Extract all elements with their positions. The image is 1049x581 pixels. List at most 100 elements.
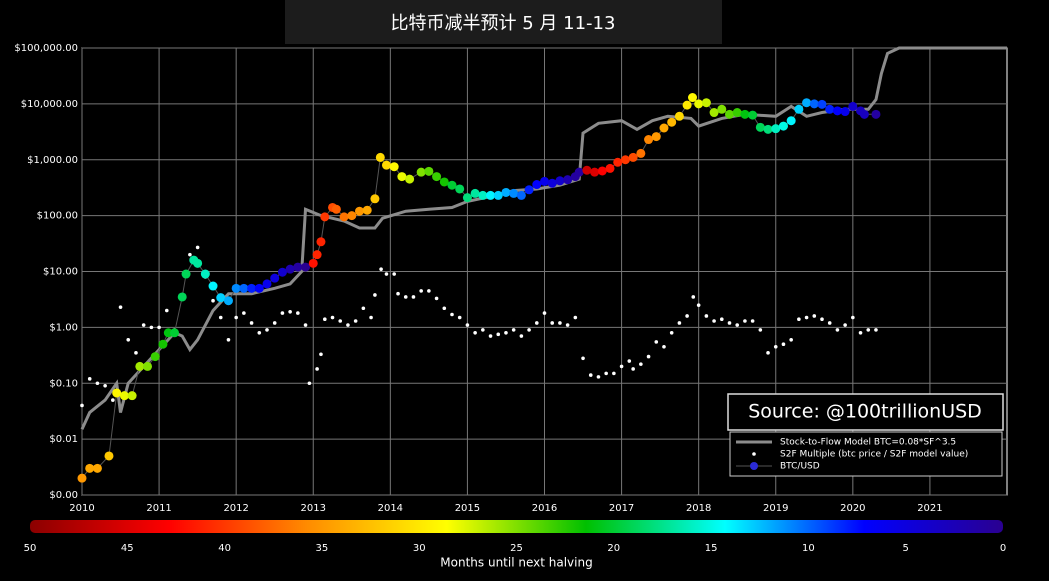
x-tick-label: 2019: [763, 503, 788, 514]
multiple-dot: [226, 337, 231, 342]
price-dot: [574, 167, 584, 177]
y-tick-label: $10.00: [43, 267, 78, 278]
multiple-dot: [272, 321, 277, 325]
multiple-dot: [164, 308, 169, 313]
price-dot: [347, 211, 357, 221]
price-dot: [478, 190, 488, 200]
price-dot: [77, 473, 87, 483]
multiple-dot: [519, 334, 524, 338]
multiple-dot: [773, 344, 778, 349]
legend-swatch: [752, 452, 756, 456]
model-line: [80, 46, 1007, 430]
price-dot: [312, 250, 322, 260]
multiple-dot: [434, 296, 439, 301]
price-dot: [301, 262, 311, 272]
colorbar-tick-label: 30: [413, 543, 426, 554]
x-tick-label: 2010: [69, 503, 94, 514]
price-dot: [651, 132, 661, 142]
price-dot: [540, 176, 549, 186]
multiple-dot: [527, 328, 531, 332]
price-dot: [397, 172, 407, 182]
multiple-dot: [411, 295, 416, 299]
x-tick-label: 2014: [378, 503, 403, 514]
multiple-dot: [550, 321, 555, 325]
multiple-dot: [315, 367, 319, 371]
price-dot: [501, 187, 511, 197]
multiple-dot: [573, 315, 578, 320]
multiple-dot: [820, 317, 824, 322]
price-dot: [239, 283, 249, 293]
multiple-dot: [257, 330, 262, 335]
multiple-dot: [696, 303, 701, 307]
price-dot: [270, 273, 280, 283]
multiple-dot: [450, 312, 454, 317]
price-dot: [170, 328, 179, 338]
price-dot: [694, 99, 704, 109]
multiple-dot: [373, 293, 377, 297]
multiple-dot: [496, 332, 501, 337]
price-dot: [339, 212, 349, 222]
multiple-dot: [442, 306, 447, 311]
chart-title: 比特币减半预计 5 月 11-13: [391, 13, 616, 34]
price-dot: [119, 391, 129, 401]
legend-label: S2F Multiple (btc price / S2F model valu…: [780, 450, 968, 460]
multiple-dot: [188, 252, 192, 257]
multiple-dot: [361, 306, 366, 311]
price-dot: [362, 205, 372, 215]
price-dot: [582, 165, 592, 175]
price-dot: [432, 172, 442, 182]
price-dot: [605, 163, 615, 173]
multiple-dot: [758, 328, 763, 332]
price-dot: [794, 104, 804, 114]
multiple-dot: [157, 325, 161, 330]
price-dot: [732, 108, 742, 118]
multiple-dot: [384, 272, 389, 276]
multiple-dot: [669, 330, 674, 335]
legend-label: BTC/USD: [780, 462, 820, 472]
price-dot: [688, 93, 697, 103]
multiple-dot: [627, 359, 632, 363]
price-dot: [509, 188, 519, 198]
multiple-dot: [619, 364, 624, 369]
price-dot: [748, 110, 758, 120]
price-dot: [682, 100, 692, 110]
multiple-dot: [369, 315, 373, 320]
y-tick-label: $1.00: [49, 322, 78, 333]
price-dot: [659, 123, 669, 133]
multiple-dot: [427, 289, 431, 293]
title-box: [285, 0, 722, 44]
price-dot: [181, 269, 191, 279]
price-dot: [462, 193, 472, 203]
price-dot: [223, 296, 233, 306]
multiple-dot: [103, 384, 107, 388]
price-dot: [613, 157, 623, 167]
multiple-dot: [851, 315, 855, 320]
multiple-dot: [685, 314, 689, 318]
colorbar-tick-label: 25: [510, 543, 523, 554]
multiple-dot: [542, 311, 547, 315]
price-dot: [92, 463, 102, 473]
multiple-dot: [639, 362, 643, 366]
multiple-dot: [396, 291, 400, 296]
multiple-dot: [677, 321, 682, 325]
price-dot: [871, 109, 881, 119]
price-dot: [143, 361, 153, 371]
y-tick-label: $0.00: [49, 490, 78, 501]
x-tick-label: 2015: [455, 503, 480, 514]
multiple-dot: [242, 311, 246, 315]
price-dot: [193, 258, 203, 268]
multiple-dot: [565, 323, 570, 327]
price-dot: [331, 204, 341, 214]
colorbar-tick-label: 5: [903, 543, 909, 554]
price-dot: [778, 121, 788, 131]
x-tick-label: 2021: [917, 503, 942, 514]
colorbar-tick-label: 20: [607, 543, 620, 554]
multiple-dot: [735, 323, 740, 327]
price-dot: [163, 328, 173, 338]
multiple-dot: [662, 344, 666, 349]
multiple-dot: [719, 317, 724, 322]
colorbar: [30, 520, 1003, 533]
price-dot: [755, 122, 765, 132]
price-dot: [590, 167, 600, 177]
